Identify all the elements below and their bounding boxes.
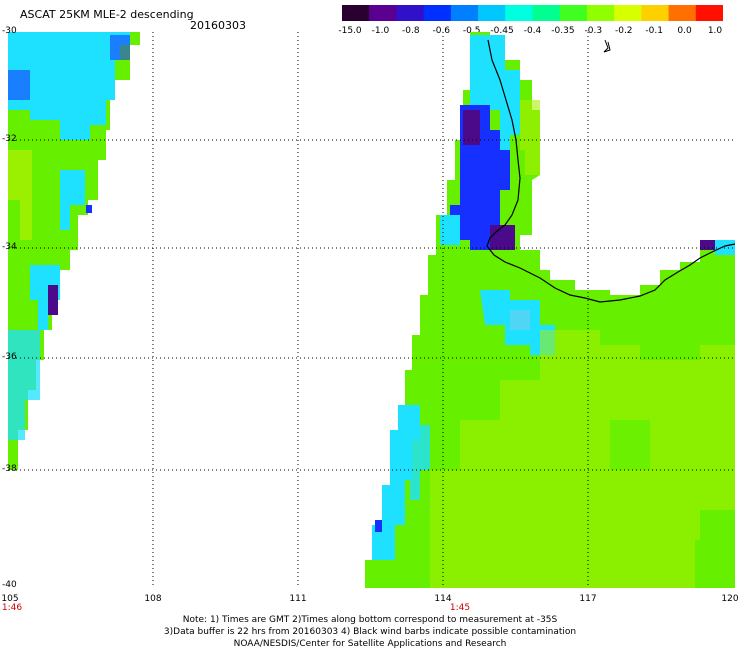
lat-label: -32 (2, 134, 17, 144)
note-line-2: 3)Data buffer is 22 hrs from 20160303 4)… (163, 627, 577, 637)
colorbar-tick-label: 1.0 (707, 26, 723, 36)
lon-label: 114 (434, 594, 452, 604)
colorbar-segment (450, 5, 479, 21)
lat-label: -34 (2, 242, 17, 252)
colorbar-segment (641, 5, 670, 21)
lon-label: 111 (289, 594, 307, 604)
colorbar-tick-label: -0.45 (490, 26, 514, 36)
colorbar-tick-label: -0.6 (432, 26, 451, 36)
note-line-1: Note: 1) Times are GMT 2)Times along bot… (182, 615, 558, 625)
colorbar-segment (478, 5, 506, 21)
grid (8, 32, 735, 588)
lon-label: 117 (579, 594, 597, 604)
colorbar-tick-label: -0.1 (645, 26, 663, 36)
colorbar-segment (586, 5, 615, 21)
colorbar-tick-label: -0.2 (614, 26, 633, 36)
lat-label: -40 (2, 580, 17, 590)
map-title: ASCAT 25KM MLE-2 descending (20, 8, 194, 21)
note-line-3: NOAA/NESDIS/Center for Satellite Applica… (233, 639, 507, 649)
colorbar-tick-label: 0.0 (677, 26, 692, 36)
colorbar-segment (532, 5, 561, 21)
colorbar-segment (559, 5, 588, 21)
colorbar-segment (614, 5, 642, 21)
colorbar-segment (342, 5, 370, 21)
lon-label: 120 (721, 594, 739, 604)
lon-label: 108 (144, 594, 162, 604)
coastline (486, 39, 735, 303)
colorbar-segment (369, 5, 397, 21)
colorbar-segment (505, 5, 533, 21)
lat-label: -38 (2, 464, 17, 474)
colorbar-tick-label: -0.5 (462, 26, 481, 36)
colorbar-tick-label: -0.35 (551, 26, 575, 36)
colorbar-segment (423, 5, 452, 21)
colorbar (342, 5, 723, 21)
colorbar-tick-label: -0.3 (584, 26, 603, 36)
wind-barb (603, 39, 611, 53)
notes: Note: 1) Times are GMT 2)Times along bot… (0, 614, 740, 650)
map-date: 20160303 (190, 19, 246, 32)
lat-label: -30 (2, 26, 17, 36)
time-label: 1:46 (1, 603, 23, 613)
colorbar-tick-label: -0.8 (402, 26, 420, 36)
colorbar-tick-label: -0.4 (523, 26, 542, 36)
lon-label: 105 (1, 594, 19, 604)
colorbar-segment (396, 5, 425, 21)
land-mask (520, 110, 545, 250)
colorbar-tick-label: -1.0 (371, 26, 390, 36)
right-swath (365, 32, 735, 588)
lat-label: -36 (2, 352, 17, 362)
colorbar-tick-label: -15.0 (338, 26, 362, 36)
left-swath (8, 32, 140, 470)
time-label: 1:45 (449, 603, 471, 613)
colorbar-segment (668, 5, 697, 21)
colorbar-segment (695, 5, 723, 21)
